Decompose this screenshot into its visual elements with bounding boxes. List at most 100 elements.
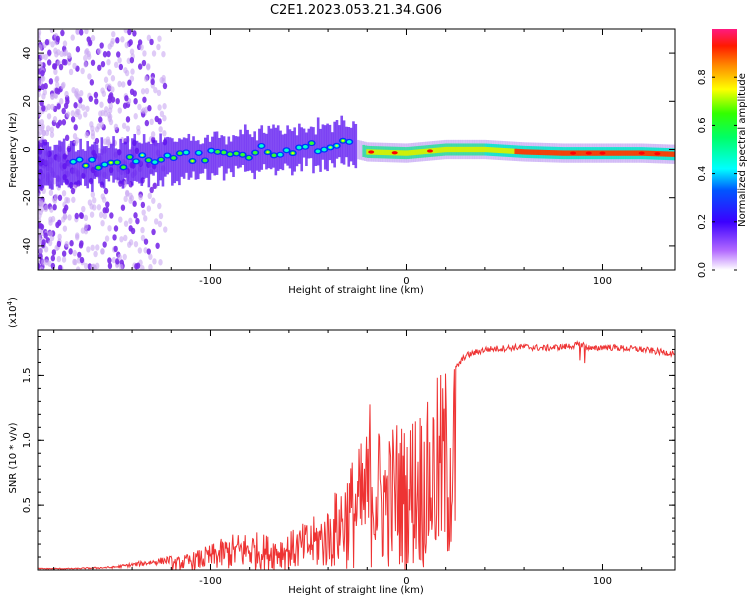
band-core-mark — [458, 146, 461, 153]
noise-point — [138, 194, 143, 201]
noise-point — [118, 63, 124, 71]
noise-point — [73, 124, 78, 131]
noise-point — [70, 116, 76, 123]
noise-point — [99, 101, 104, 108]
band-core-mark — [662, 151, 666, 157]
ridge-blob-inner — [284, 148, 289, 153]
ridge-blob-core — [191, 160, 194, 162]
ridge-blob-core — [329, 146, 332, 149]
snr-marks — [38, 339, 675, 570]
band-halo-mark — [38, 144, 40, 191]
ridge-blob-inner — [171, 156, 177, 160]
band-mid-mark — [362, 144, 365, 157]
noise-point — [123, 67, 128, 74]
noise-point — [76, 93, 81, 101]
noise-point — [129, 75, 135, 82]
ridge-blob-core — [266, 151, 269, 154]
ridge-blob-inner — [89, 157, 95, 162]
band-core-mark — [545, 149, 548, 156]
noise-point — [146, 205, 152, 212]
noise-point — [112, 234, 117, 241]
band-core-mark — [375, 149, 379, 155]
band-halo-mark — [62, 138, 66, 183]
noise-point — [57, 264, 63, 270]
band-halo-mark — [246, 129, 249, 172]
ridge-blob-inner — [202, 158, 208, 163]
band-core-mark — [660, 151, 663, 157]
noise-point — [98, 211, 104, 219]
noise-point — [62, 40, 68, 47]
snr-ylabel: SNR (10 * v/v) — [8, 422, 19, 493]
noise-point — [115, 97, 120, 105]
noise-point — [83, 262, 89, 270]
noise-point — [83, 214, 89, 222]
band-core-mark — [439, 147, 442, 153]
band-halo-mark — [48, 146, 52, 189]
noise-point — [140, 264, 145, 270]
spectrogram-ytick-label: 40 — [22, 47, 33, 60]
noise-point — [124, 95, 129, 102]
noise-point — [38, 262, 41, 270]
band-halo-mark — [321, 124, 325, 160]
noise-point — [117, 57, 122, 64]
noise-point — [48, 78, 54, 85]
band-core-mark — [443, 146, 447, 153]
ridge-blob-inner — [315, 149, 321, 154]
spectrogram-xtick-label: 0 — [403, 276, 409, 287]
band-halo-mark — [279, 130, 282, 170]
band-core-mark — [432, 148, 435, 154]
band-core-mark — [505, 148, 508, 154]
band-halo-mark — [173, 141, 177, 184]
noise-point — [89, 211, 95, 218]
noise-point — [58, 63, 64, 71]
ridge-blob-inner — [277, 152, 283, 157]
band-halo-mark — [69, 140, 73, 189]
noise-point — [158, 212, 164, 220]
noise-point — [79, 89, 84, 97]
band-core-mark — [559, 150, 562, 156]
noise-point — [148, 253, 153, 260]
spectrogram-ytick-label: -20 — [22, 190, 33, 206]
band-halo-mark — [154, 140, 158, 173]
band-core-mark — [577, 150, 581, 156]
noise-point — [117, 254, 122, 261]
noise-point — [102, 212, 108, 220]
noise-point — [90, 244, 95, 251]
noise-point — [121, 81, 126, 88]
band-core-mark — [561, 150, 565, 156]
noise-point — [38, 105, 42, 112]
band-halo-mark — [46, 142, 50, 186]
noise-point — [110, 75, 116, 82]
ridge-blob-core — [84, 164, 88, 167]
band-halo-mark — [51, 150, 54, 190]
noise-point — [81, 205, 86, 213]
band-halo-mark — [262, 132, 266, 165]
noise-point — [41, 239, 46, 246]
noise-point — [97, 47, 102, 55]
noise-point — [162, 130, 167, 137]
noise-point — [123, 195, 128, 203]
spectrogram-xtick-label: 100 — [593, 276, 612, 287]
noise-point — [38, 31, 41, 39]
noise-point — [41, 93, 46, 100]
noise-point — [102, 51, 108, 58]
noise-point — [84, 131, 89, 139]
band-halo-mark — [203, 137, 207, 169]
noise-point — [84, 29, 89, 35]
noise-point — [38, 91, 41, 98]
band-core-mark — [627, 150, 630, 156]
noise-point — [75, 108, 80, 115]
band-halo-mark — [286, 125, 289, 166]
noise-point — [39, 206, 45, 213]
band-core-mark — [366, 149, 369, 155]
band-core-mark — [387, 149, 391, 156]
colorbar-tick-label: 0.2 — [697, 214, 708, 230]
noise-point — [72, 249, 78, 257]
band-core-mark — [650, 150, 654, 157]
noise-point — [87, 39, 93, 47]
band-core-mark — [497, 147, 501, 154]
noise-point — [143, 75, 149, 82]
noise-point — [41, 105, 46, 112]
noise-point — [86, 53, 92, 60]
noise-point — [151, 228, 156, 236]
